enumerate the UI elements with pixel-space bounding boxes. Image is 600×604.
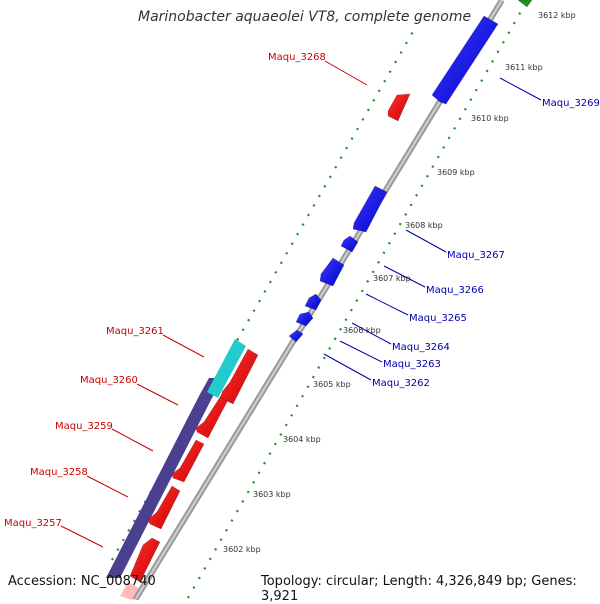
gene-Maqu_3266: [340, 235, 359, 253]
gene-Maqu_3259: [171, 439, 205, 483]
gene-label-Maqu_3258: Maqu_3258: [30, 467, 88, 478]
callout-line: [162, 334, 205, 358]
gene-label-Maqu_3264: Maqu_3264: [392, 342, 450, 353]
label-layer: 3602 kbp 3603 kbp 3604 kbp 3605 kbp 3606 kbp…: [4, 11, 600, 554]
scale-tick-label: 3611 kbp: [505, 63, 543, 72]
gene-Maqu_3257: [129, 537, 161, 583]
gene-label-Maqu_3259: Maqu_3259: [55, 421, 113, 432]
callout-line: [323, 353, 372, 381]
callout-line: [136, 383, 179, 406]
scale-tick-label: 3604 kbp: [283, 435, 321, 444]
outer-tick-track: [187, 5, 525, 599]
gene-label-Maqu_3265: Maqu_3265: [409, 313, 467, 324]
gene-label-Maqu_3269: Maqu_3269: [542, 98, 600, 109]
gene-Maqu_3262: [288, 329, 304, 343]
callout-line: [60, 525, 104, 548]
scale-tick-label: 3609 kbp: [437, 168, 475, 177]
gene-Maqu_3265: [319, 257, 345, 287]
callout-line: [324, 60, 368, 86]
scale-tick-label: 3608 kbp: [405, 221, 443, 230]
scale-tick-label: 3606 kbp: [343, 326, 381, 335]
highlight-band: [207, 339, 246, 398]
map-title: Marinobacter aquaeolei VT8, complete gen…: [138, 9, 472, 25]
scale-tick-label: 3603 kbp: [253, 490, 291, 499]
callout-line: [365, 293, 409, 316]
gene-label-Maqu_3257: Maqu_3257: [4, 518, 62, 529]
gene-label-Maqu_3262: Maqu_3262: [372, 378, 430, 389]
scale-tick-label: 3610 kbp: [471, 114, 509, 123]
gene-Maqu_3267: [352, 185, 388, 233]
scale-tick-label: 3612 kbp: [538, 11, 576, 20]
gene-label-Maqu_3260: Maqu_3260: [80, 375, 138, 386]
top-track-marker: [517, 0, 533, 8]
callout-line: [339, 340, 383, 363]
callout-line: [383, 265, 426, 288]
callout-line: [111, 428, 154, 452]
gene-layer: [129, 0, 533, 583]
accession-label: Accession: NC_008740: [8, 574, 156, 589]
gene-Maqu_3264: [304, 293, 322, 311]
scale-tick-label: 3607 kbp: [373, 274, 411, 283]
callout-line: [86, 475, 129, 498]
gene-label-Maqu_3267: Maqu_3267: [447, 250, 505, 261]
cds-band: [106, 396, 213, 578]
gene-label-Maqu_3261: Maqu_3261: [106, 326, 164, 337]
callout-line: [405, 229, 447, 253]
gene-Maqu_3268: [387, 93, 411, 122]
gene-Maqu_3258: [147, 485, 181, 530]
gene-label-Maqu_3268: Maqu_3268: [268, 52, 326, 63]
callout-line: [499, 77, 542, 101]
gene-Maqu_3261: [220, 348, 259, 405]
scale-tick-label: 3602 kbp: [223, 545, 261, 554]
callout-line: [351, 322, 392, 345]
gene-Maqu_3269: [431, 15, 499, 105]
gene-Maqu_3263: [295, 311, 314, 327]
gene-label-Maqu_3266: Maqu_3266: [426, 285, 484, 296]
gene-label-Maqu_3263: Maqu_3263: [383, 359, 441, 370]
scale-tick-label: 3605 kbp: [313, 380, 351, 389]
